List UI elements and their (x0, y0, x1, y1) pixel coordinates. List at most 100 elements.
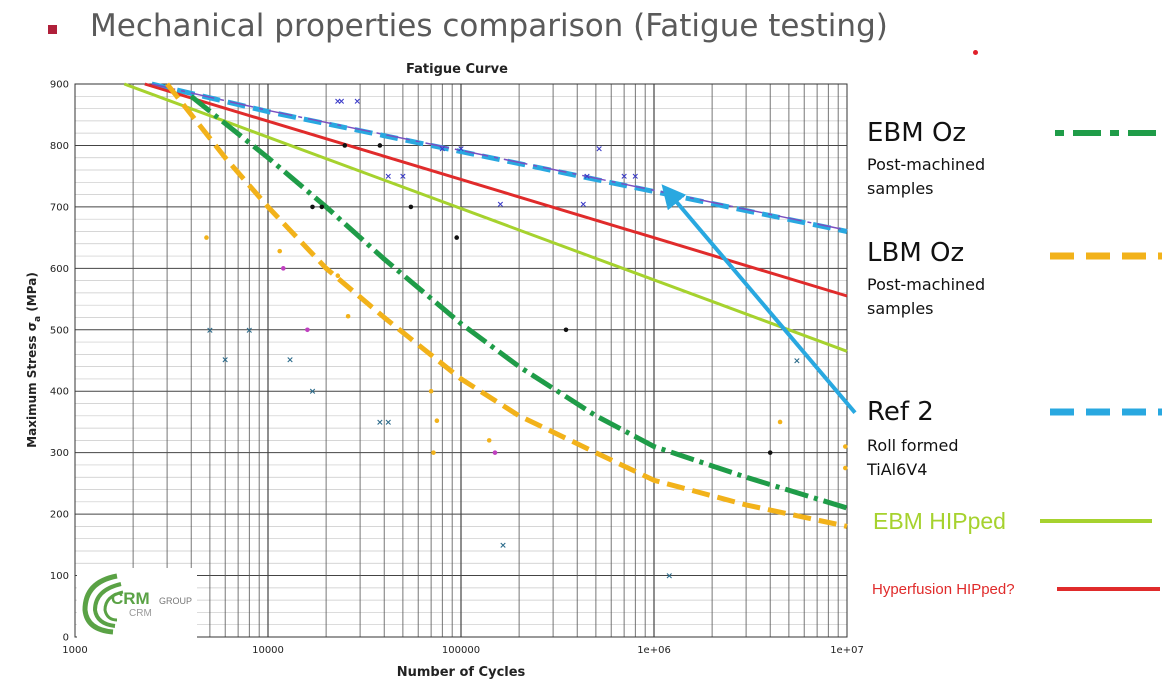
logo-group-text: GROUP (159, 596, 193, 606)
logo-sub-text: CRM (129, 608, 152, 619)
data-point (428, 388, 434, 394)
data-point: × (583, 172, 591, 182)
slide-title: Mechanical properties comparison (Fatigu… (90, 8, 888, 44)
x-tick-label: 10000 (252, 645, 284, 656)
legend-lbm-oz-sub2: samples (867, 299, 934, 318)
data-point (843, 444, 848, 449)
y-tick-label: 0 (63, 633, 69, 644)
data-point (345, 313, 351, 319)
legend-ebm-oz-sub: Post-machined samples (867, 153, 985, 201)
y-tick-label: 300 (50, 448, 69, 459)
data-point (377, 143, 383, 148)
y-tick-label: 800 (50, 141, 69, 152)
points-layer: × × × × × × × × × × × × × × × × × × × × × × × (204, 97, 848, 582)
series-line (123, 82, 848, 353)
data-point: × (385, 172, 393, 182)
data-point (280, 266, 286, 271)
legend-ebm-oz-sub1: Post-machined (867, 155, 986, 174)
title-bullet (48, 25, 57, 34)
y-tick-label: 700 (50, 202, 69, 213)
data-point: × (497, 200, 505, 210)
data-point: × (439, 145, 447, 155)
y-axis-label-sub: a (33, 316, 43, 322)
data-point: × (457, 145, 465, 155)
data-point: × (353, 97, 361, 107)
y-axis-label-unit: (MPa) (25, 272, 39, 316)
red-mark (973, 50, 978, 55)
logo-swoosh (82, 573, 124, 635)
data-point: × (595, 145, 603, 155)
data-point (277, 248, 283, 254)
y-tick-label: 600 (50, 264, 69, 275)
data-point: × (666, 572, 674, 582)
series-line (165, 82, 848, 529)
data-point (431, 450, 436, 455)
x-tick-label: 100000 (442, 645, 480, 656)
data-point: × (499, 541, 507, 551)
data-point: × (246, 326, 254, 336)
legend-ebm-oz-sub2: samples (867, 179, 934, 198)
legend-ref2-sub1: Roll formed (867, 436, 959, 455)
data-point (310, 204, 315, 210)
legend-ref2-sub2: TiAl6V4 (867, 460, 928, 479)
series-layer (123, 81, 848, 529)
data-point (454, 235, 460, 240)
legend-ref2-sub: Roll formed TiAl6V4 (867, 434, 958, 482)
x-tick-label: 1e+06 (637, 645, 671, 656)
data-point: × (632, 172, 640, 182)
data-point: × (334, 97, 342, 107)
plot-frame (74, 83, 848, 638)
data-point: × (579, 200, 587, 210)
data-point (204, 235, 209, 240)
y-tick-label: 400 (50, 387, 69, 398)
data-point: × (376, 418, 384, 428)
series-line (144, 82, 848, 298)
data-point: × (286, 355, 294, 365)
series-line (151, 83, 848, 231)
data-point: × (399, 172, 407, 182)
y-tick-label: 100 (50, 571, 69, 582)
data-point: × (793, 357, 801, 367)
x-tick-labels: 1000 10000 100000 1e+06 1e+07 (62, 645, 864, 656)
data-point: × (206, 326, 214, 336)
data-point: × (620, 172, 628, 182)
y-tick-labels: 0 100 200 300 400 500 600 700 800 900 (50, 80, 69, 644)
series-line (151, 81, 848, 234)
y-tick-label: 500 (50, 325, 69, 336)
x-axis-label: Number of Cycles (397, 665, 526, 680)
data-point: × (309, 387, 317, 397)
data-point (319, 204, 325, 210)
data-point: × (338, 97, 346, 107)
y-axis-label-main: Maximum Stress σ (25, 322, 39, 448)
x-tick-label: 1e+07 (830, 645, 864, 656)
legend-lbm-oz-sub: Post-machined samples (867, 273, 985, 321)
series-line (189, 94, 848, 511)
y-axis-label: Maximum Stress σa (MPa) (25, 272, 43, 448)
data-point (777, 419, 783, 425)
legend-ebm-hipped-title: EBM HIPped (873, 508, 1006, 534)
annotation-arrow (661, 184, 857, 415)
legend-ebm-oz-title: EBM Oz (867, 118, 967, 148)
data-point (767, 450, 773, 455)
data-point (342, 143, 348, 148)
y-tick-label: 900 (50, 80, 69, 91)
legend-ref2-title: Ref 2 (867, 397, 934, 427)
legend-lbm-oz-title: LBM Oz (867, 238, 965, 268)
legend-hyperfusion-title: Hyperfusion HIPped? (872, 581, 1015, 598)
logo-text: CRM (111, 589, 150, 608)
data-point (492, 450, 498, 455)
data-point: × (385, 418, 393, 428)
y-tick-label: 200 (50, 510, 69, 521)
data-point (408, 204, 414, 210)
data-point (563, 327, 569, 333)
crm-group-logo: CRM GROUP CRM (77, 568, 197, 638)
legend-lbm-oz-sub1: Post-machined (867, 275, 986, 294)
chart-title: Fatigue Curve (406, 62, 508, 77)
data-point (486, 438, 492, 443)
x-tick-label: 1000 (62, 645, 87, 656)
data-point (843, 465, 848, 471)
data-point (305, 327, 310, 333)
data-point: × (221, 355, 229, 365)
data-point (335, 273, 341, 279)
